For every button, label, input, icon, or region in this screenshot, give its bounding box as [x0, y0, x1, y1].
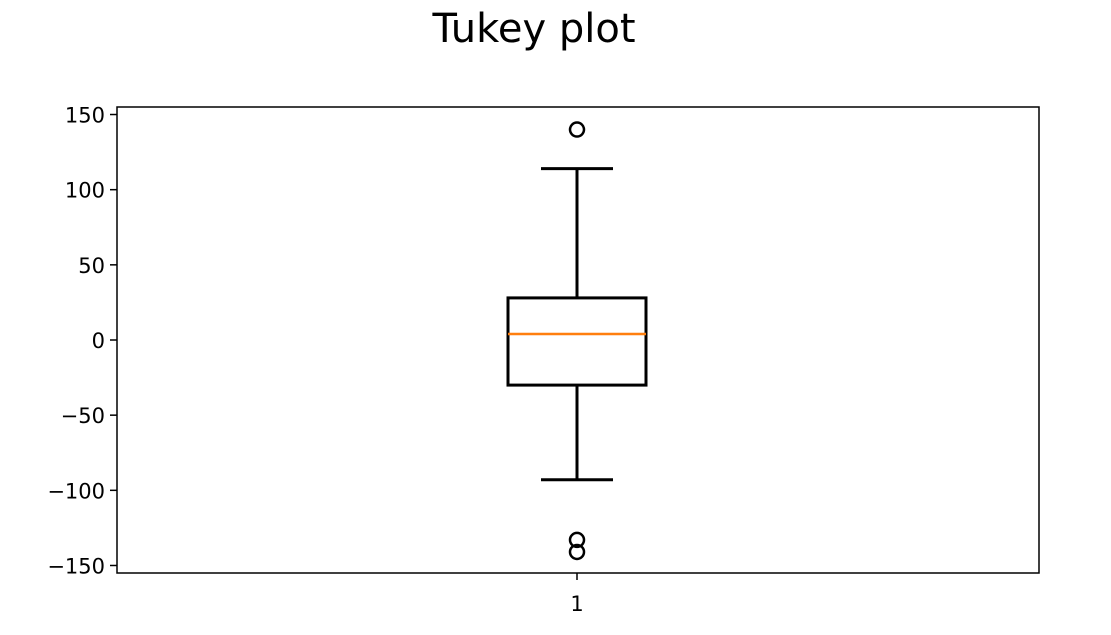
y-tick-label: −50 — [61, 404, 105, 428]
y-tick-label: −100 — [47, 479, 105, 503]
outlier-point — [568, 543, 586, 561]
outlier-point — [568, 531, 586, 549]
y-tick-label: 50 — [78, 254, 105, 278]
x-axis: 1 — [570, 573, 584, 616]
y-tick-label: 150 — [65, 104, 105, 128]
outlier-point — [568, 121, 586, 138]
y-tick-label: 0 — [92, 329, 105, 353]
box-plot-series — [506, 121, 648, 561]
y-tick-label: 100 — [65, 179, 105, 203]
box-iqr — [506, 296, 648, 387]
y-tick-label: −150 — [47, 554, 105, 578]
y-axis: 150 100 50 0 −50 −100 −150 — [47, 104, 117, 578]
chart-title: Tukey plot — [431, 6, 635, 52]
x-tick-label: 1 — [570, 592, 583, 616]
